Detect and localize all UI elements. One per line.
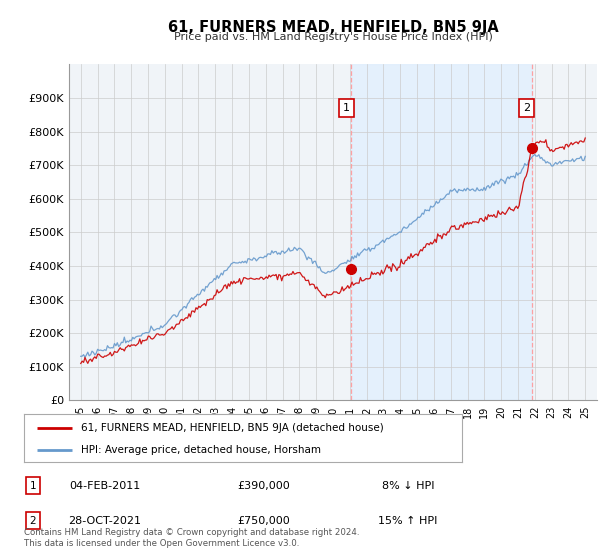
Text: 15% ↑ HPI: 15% ↑ HPI bbox=[379, 516, 437, 526]
Text: 2: 2 bbox=[523, 103, 530, 113]
Text: Contains HM Land Registry data © Crown copyright and database right 2024.
This d: Contains HM Land Registry data © Crown c… bbox=[24, 528, 359, 548]
Text: HPI: Average price, detached house, Horsham: HPI: Average price, detached house, Hors… bbox=[81, 445, 321, 455]
Text: 28-OCT-2021: 28-OCT-2021 bbox=[68, 516, 142, 526]
Text: 04-FEB-2011: 04-FEB-2011 bbox=[70, 480, 140, 491]
Text: 8% ↓ HPI: 8% ↓ HPI bbox=[382, 480, 434, 491]
Text: Price paid vs. HM Land Registry's House Price Index (HPI): Price paid vs. HM Land Registry's House … bbox=[173, 32, 493, 43]
Text: 1: 1 bbox=[343, 103, 350, 113]
Bar bbox=[352, 64, 532, 400]
Text: £750,000: £750,000 bbox=[238, 516, 290, 526]
Text: 61, FURNERS MEAD, HENFIELD, BN5 9JA (detached house): 61, FURNERS MEAD, HENFIELD, BN5 9JA (det… bbox=[81, 423, 383, 433]
Text: 2: 2 bbox=[29, 516, 37, 526]
Text: 61, FURNERS MEAD, HENFIELD, BN5 9JA: 61, FURNERS MEAD, HENFIELD, BN5 9JA bbox=[167, 20, 499, 35]
Text: 1: 1 bbox=[29, 480, 37, 491]
Text: £390,000: £390,000 bbox=[238, 480, 290, 491]
